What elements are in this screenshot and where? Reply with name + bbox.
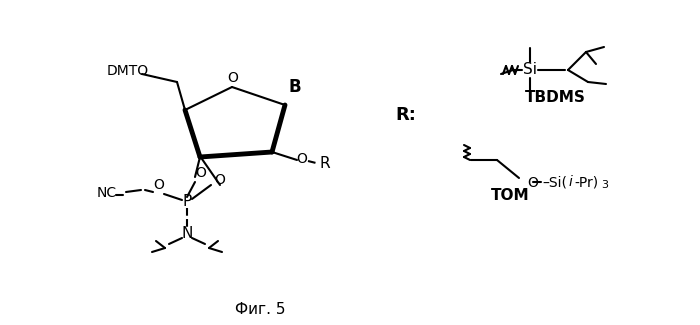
Text: P: P	[183, 194, 192, 210]
Text: TOM: TOM	[491, 188, 529, 202]
Text: NC: NC	[97, 186, 117, 200]
Text: –Si(: –Si(	[542, 175, 567, 189]
Text: O: O	[195, 166, 206, 180]
Text: O: O	[228, 71, 239, 85]
Text: DMTO: DMTO	[107, 64, 149, 78]
Text: 3: 3	[601, 180, 608, 190]
Text: Фиг. 5: Фиг. 5	[234, 302, 286, 317]
Text: Si: Si	[523, 62, 537, 77]
Text: i: i	[569, 175, 573, 189]
Text: O: O	[527, 176, 538, 190]
Text: O: O	[153, 178, 164, 192]
Text: N: N	[181, 227, 193, 241]
Text: O: O	[297, 152, 307, 166]
Text: TBDMS: TBDMS	[524, 89, 585, 105]
Text: R:: R:	[395, 106, 416, 124]
Text: -Pr): -Pr)	[574, 175, 598, 189]
Text: R: R	[320, 157, 330, 172]
Text: B: B	[288, 78, 301, 96]
Text: O: O	[215, 173, 225, 187]
